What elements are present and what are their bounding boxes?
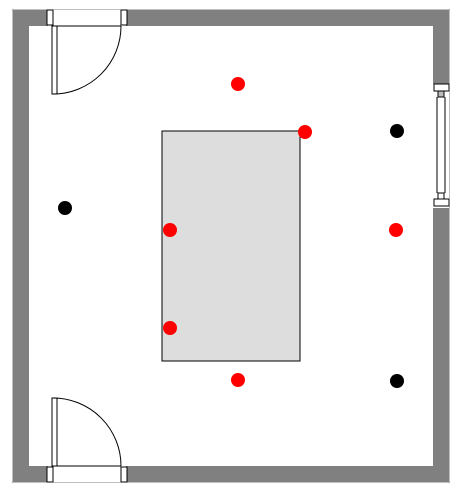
markers [58, 77, 404, 388]
window-sash-top [437, 90, 445, 98]
door-swing-arc-bottom [52, 397, 122, 467]
red-marker-top[interactable] [231, 77, 245, 91]
red-marker-right[interactable] [389, 223, 403, 237]
window-frame-bottom [433, 198, 450, 207]
red-marker-table-left-lower[interactable] [163, 321, 177, 335]
door-swing-arc-top [52, 25, 122, 95]
door-leaf-bottom [51, 397, 58, 467]
black-marker-bottom-right[interactable] [390, 374, 404, 388]
black-marker-left[interactable] [58, 201, 72, 215]
door-jamb-bottom-left [46, 466, 54, 483]
window-sash-bottom [437, 192, 445, 200]
door-top-left[interactable] [46, 9, 128, 95]
door-jamb-top-left [46, 9, 54, 26]
red-marker-table-left-upper[interactable] [163, 223, 177, 237]
door-opening-bottom [48, 466, 126, 482]
wall-left [12, 8, 30, 484]
door-opening-top [48, 10, 126, 26]
black-marker-top-right[interactable] [390, 124, 404, 138]
wall-right [432, 8, 450, 484]
window-opening [433, 84, 449, 208]
red-marker-bottom[interactable] [231, 373, 245, 387]
window-frame-top [433, 83, 450, 92]
center-table[interactable] [161, 130, 301, 362]
door-jamb-bottom-right [120, 466, 128, 483]
door-jamb-top-right [120, 9, 128, 26]
door-bottom-left[interactable] [46, 397, 128, 483]
door-leaf-top [51, 25, 58, 95]
red-marker-table-corner[interactable] [298, 125, 312, 139]
window-right-wall[interactable] [433, 83, 450, 208]
